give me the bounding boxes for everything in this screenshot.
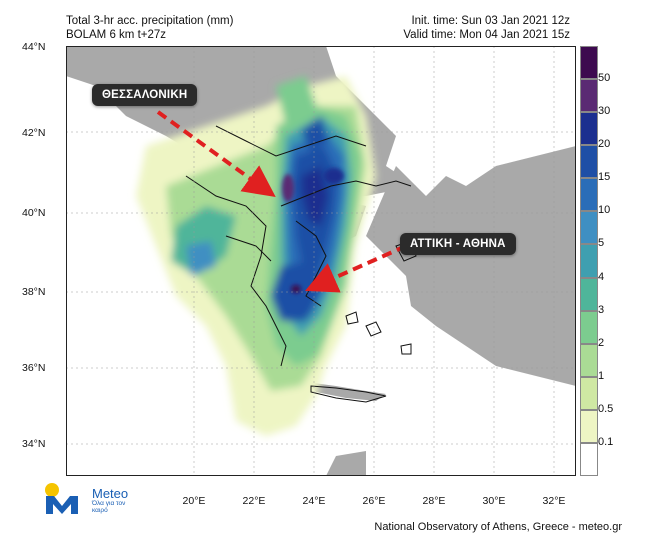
colorbar-label: 3 xyxy=(598,303,605,316)
heavy-precip-cores xyxy=(282,168,344,293)
colorbar-label: 1 xyxy=(598,369,605,382)
credit-line: National Observatory of Athens, Greece -… xyxy=(374,521,622,533)
colorbar-segment xyxy=(580,46,598,80)
lon-label: 26°E xyxy=(362,495,386,507)
callout-attiki: ΑΤΤΙΚΗ - ΑΘΗΝΑ xyxy=(400,233,516,255)
lat-label: 40°N xyxy=(22,207,46,219)
logo-tagline: Όλα για τον καιρό xyxy=(92,500,126,514)
colorbar-segment xyxy=(580,310,598,344)
colorbar-label: 0.5 xyxy=(598,402,614,415)
m-mark-icon xyxy=(46,496,78,514)
colorbar-label: 30 xyxy=(598,105,611,118)
title-line-2: BOLAM 6 km t+27z xyxy=(66,29,167,41)
colorbar-segment xyxy=(580,79,598,113)
colorbar-segment xyxy=(580,178,598,212)
colorbar-segment xyxy=(580,211,598,245)
colorbar-segment xyxy=(580,112,598,146)
lat-label: 36°N xyxy=(22,362,46,374)
lat-label: 34°N xyxy=(22,438,46,450)
colorbar-label: 5 xyxy=(598,237,605,250)
lon-label: 22°E xyxy=(242,495,266,507)
colorbar-segment xyxy=(580,442,598,476)
lon-label: 28°E xyxy=(422,495,446,507)
colorbar-label: 50 xyxy=(598,72,611,85)
lat-label: 42°N xyxy=(22,127,46,139)
map-title: Total 3-hr acc. precipitation (mm) BOLAM… xyxy=(66,14,233,42)
colorbar-label: 4 xyxy=(598,270,605,283)
lat-label: 44°N xyxy=(22,41,46,53)
map-frame xyxy=(66,46,576,476)
precipitation-map xyxy=(66,46,576,476)
colorbar-label: 15 xyxy=(598,171,611,184)
callout-thessaloniki: ΘΕΣΣΑΛΟΝΙΚΗ xyxy=(92,84,198,106)
colorbar-segment xyxy=(580,145,598,179)
colorbar-segment xyxy=(580,409,598,443)
title-line-1: Total 3-hr acc. precipitation (mm) xyxy=(66,15,234,27)
lon-label: 32°E xyxy=(542,495,566,507)
colorbar-segment xyxy=(580,244,598,278)
colorbar-label: 20 xyxy=(598,138,611,151)
colorbar-segment xyxy=(580,277,598,311)
colorbar-label: 2 xyxy=(598,336,605,349)
valid-time: Valid time: Mon 04 Jan 2021 15z xyxy=(403,29,570,41)
colorbar-label: 0.1 xyxy=(598,435,614,448)
init-time: Init. time: Sun 03 Jan 2021 12z xyxy=(411,15,570,27)
colorbar-segment xyxy=(580,343,598,377)
lon-label: 24°E xyxy=(302,495,326,507)
colorbar xyxy=(580,46,598,476)
lat-label: 38°N xyxy=(22,286,46,298)
time-info: Init. time: Sun 03 Jan 2021 12z Valid ti… xyxy=(403,14,570,42)
sun-icon xyxy=(45,483,59,497)
attiki-arrow xyxy=(305,244,407,293)
thessaloniki-arrow xyxy=(156,110,276,198)
meteo-logo xyxy=(45,483,78,514)
lon-label: 20°E xyxy=(182,495,206,507)
lon-label: 30°E xyxy=(482,495,506,507)
colorbar-label: 10 xyxy=(598,204,611,217)
logo-name: Meteo xyxy=(92,486,129,501)
colorbar-segment xyxy=(580,376,598,410)
